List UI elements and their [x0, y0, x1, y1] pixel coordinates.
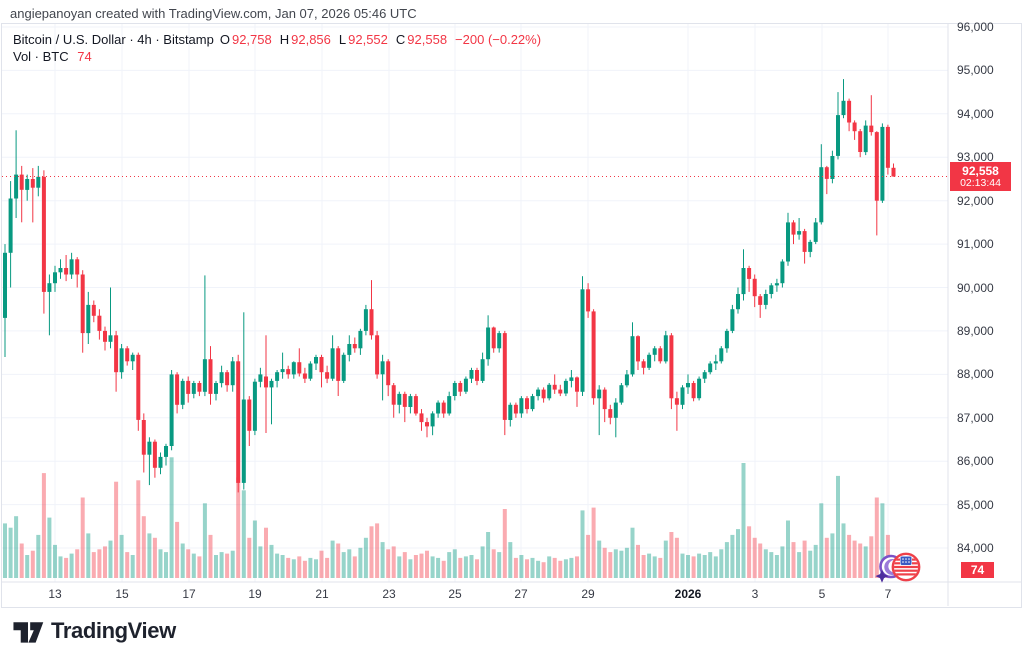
price-axis-label: 85,000 [957, 498, 994, 512]
ohlc-values: O 92,758 H 92,856 L 92,552 C 92,558 [219, 32, 448, 47]
volume-label[interactable]: Vol · BTC [13, 49, 69, 64]
tradingview-logo-text: TradingView [51, 618, 176, 643]
price-axis-label: 95,000 [957, 63, 994, 77]
price-change: −200 (−0.22%) [455, 32, 542, 47]
symbol-title[interactable]: Bitcoin / U.S. Dollar · 4h · Bitstamp [13, 32, 214, 47]
bar-countdown: 02:13:44 [960, 177, 1001, 189]
time-axis-label: 15 [115, 587, 129, 601]
current-price-label: 92,558 02:13:44 [950, 162, 1011, 191]
price-axis-label: 90,000 [957, 281, 994, 295]
time-axis-label: 23 [382, 587, 396, 601]
price-axis-label: 93,000 [957, 150, 994, 164]
price-axis-label: 92,000 [957, 194, 994, 208]
time-axis-label: 7 [884, 587, 892, 601]
time-axis-label: 27 [514, 587, 528, 601]
time-axis-label: 17 [182, 587, 196, 601]
price-axis-label: 91,000 [957, 237, 994, 251]
tradingview-logo[interactable]: TradingView [12, 616, 176, 646]
time-axis-label: 29 [581, 587, 595, 601]
usa-flag-sticker[interactable] [890, 551, 922, 583]
time-axis-label: 21 [315, 587, 329, 601]
price-axis-label: 94,000 [957, 107, 994, 121]
legend: Bitcoin / U.S. Dollar · 4h · Bitstamp O 92… [13, 31, 541, 65]
time-axis-label: 13 [48, 587, 62, 601]
time-axis-label: 19 [248, 587, 262, 601]
price-axis-label: 84,000 [957, 541, 994, 555]
time-axis-label: 25 [448, 587, 462, 601]
time-axis-label: 2026 [674, 587, 702, 601]
time-axis-label: 3 [751, 587, 759, 601]
volume-axis-badge: 74 [961, 562, 994, 578]
chart-stickers[interactable] [874, 551, 922, 585]
time-axis-label: 5 [818, 587, 826, 601]
price-axis-label: 87,000 [957, 411, 994, 425]
price-axis-label: 89,000 [957, 324, 994, 338]
current-price-value: 92,558 [962, 164, 999, 178]
price-axis-label: 96,000 [957, 20, 994, 34]
price-axis-label: 88,000 [957, 367, 994, 381]
price-axis-label: 86,000 [957, 454, 994, 468]
volume-value: 74 [77, 49, 92, 64]
attribution-text: angiepanoyan created with TradingView.co… [10, 6, 417, 21]
tradingview-logo-mark [13, 622, 44, 643]
